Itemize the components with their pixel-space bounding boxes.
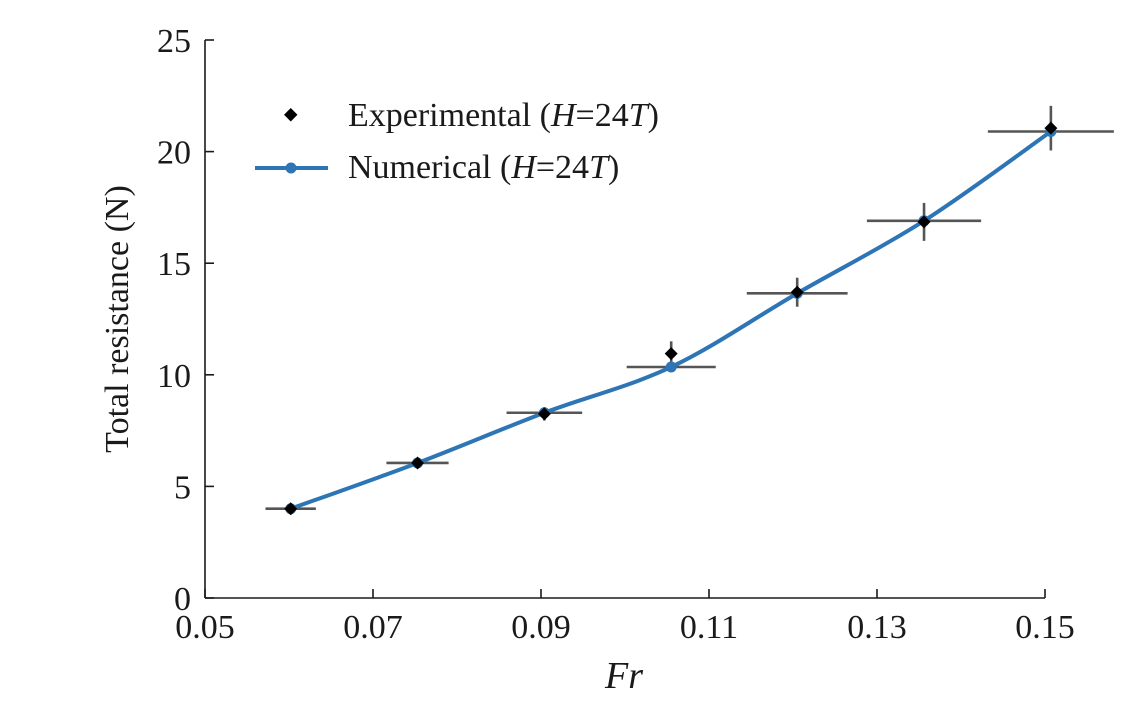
legend-marker-experimental bbox=[284, 108, 298, 122]
x-tick-label: 0.05 bbox=[175, 609, 235, 646]
experimental-point bbox=[790, 285, 804, 299]
legend-marker-numerical bbox=[285, 162, 297, 174]
experimental-point bbox=[537, 407, 551, 421]
experimental-point bbox=[1044, 121, 1058, 135]
y-tick-label: 20 bbox=[157, 135, 191, 172]
y-ticks: 0 5 10 15 20 25 bbox=[157, 23, 214, 618]
x-tick-label: 0.09 bbox=[511, 609, 571, 646]
x-tick-label: 0.15 bbox=[1015, 609, 1075, 646]
y-tick-label: 10 bbox=[157, 358, 191, 395]
x-tick-label: 0.13 bbox=[847, 609, 907, 646]
legend-label-numerical: Numerical (H=24T) bbox=[348, 149, 619, 186]
y-tick-label: 0 bbox=[174, 581, 191, 618]
x-axis-title: Fr bbox=[604, 655, 643, 697]
experimental-point bbox=[917, 215, 931, 229]
experimental-point bbox=[664, 347, 678, 361]
y-tick-label: 5 bbox=[174, 469, 191, 506]
numerical-line bbox=[288, 129, 1053, 511]
y-tick-label: 15 bbox=[157, 246, 191, 283]
y-axis-title: Total resistance (N) bbox=[99, 185, 136, 453]
x-tick-label: 0.11 bbox=[680, 609, 738, 646]
legend: Experimental (H=24T) Numerical (H=24T) bbox=[255, 97, 659, 186]
experimental-point bbox=[411, 456, 425, 470]
experimental-series bbox=[284, 121, 1058, 516]
numerical-point bbox=[665, 361, 677, 373]
experimental-point bbox=[284, 502, 298, 516]
y-tick-label: 25 bbox=[157, 23, 191, 60]
x-ticks: 0.05 0.07 0.09 0.11 0.13 0.15 bbox=[175, 589, 1075, 646]
axes bbox=[204, 40, 1045, 599]
x-tick-label: 0.07 bbox=[343, 609, 403, 646]
legend-label-experimental: Experimental (H=24T) bbox=[348, 97, 659, 134]
